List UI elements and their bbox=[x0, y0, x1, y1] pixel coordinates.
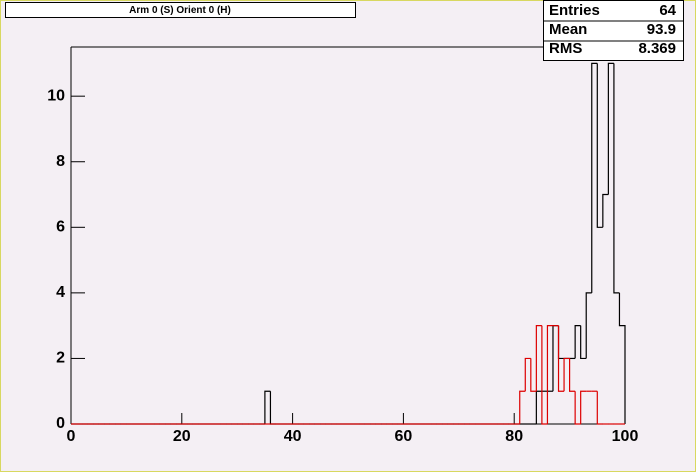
histogram-bin bbox=[574, 391, 581, 425]
x-tick-label: 40 bbox=[284, 428, 302, 445]
histogram-bin bbox=[530, 358, 537, 392]
y-tick-label: 10 bbox=[47, 87, 65, 104]
histogram-bin bbox=[519, 390, 526, 424]
stats-box bbox=[543, 0, 684, 61]
stats-value: 64 bbox=[659, 2, 676, 19]
histogram-bin bbox=[557, 325, 565, 392]
histogram-bin bbox=[264, 390, 271, 424]
y-tick-label: 8 bbox=[56, 153, 65, 170]
stats-label: RMS bbox=[549, 40, 582, 57]
x-tick-label: 80 bbox=[505, 428, 523, 445]
histogram-bin bbox=[596, 63, 603, 228]
x-tick-label: 20 bbox=[173, 428, 191, 445]
histogram-bin bbox=[585, 292, 592, 359]
stats-label: Mean bbox=[549, 21, 587, 38]
y-tick-label: 6 bbox=[56, 219, 65, 236]
histogram-bin bbox=[580, 325, 587, 360]
stats-label: Entries bbox=[549, 2, 600, 19]
x-tick-label: 60 bbox=[395, 428, 413, 445]
title-box bbox=[5, 2, 356, 18]
x-tick-label: 100 bbox=[612, 428, 639, 445]
histogram-bin bbox=[618, 292, 626, 424]
histogram-bin bbox=[580, 390, 587, 424]
histogram-bin bbox=[563, 357, 570, 392]
y-tick-label: 4 bbox=[56, 284, 65, 301]
histogram-bin bbox=[607, 62, 614, 195]
histogram-bin bbox=[596, 391, 603, 425]
histogram-bin bbox=[546, 325, 553, 424]
x-tick-label: 0 bbox=[67, 428, 76, 445]
histogram-bin bbox=[569, 358, 576, 392]
stats-value: 93.9 bbox=[647, 21, 676, 38]
y-tick-label: 0 bbox=[56, 415, 65, 432]
histogram-bin bbox=[524, 357, 531, 392]
histogram-bin bbox=[613, 63, 620, 294]
histogram-bin bbox=[541, 325, 548, 425]
chart-title: Arm 0 (S) Orient 0 (H) bbox=[129, 5, 231, 16]
histogram-bin bbox=[591, 62, 598, 293]
histogram-bin bbox=[535, 325, 542, 392]
stats-value: 8.369 bbox=[638, 40, 676, 57]
histogram-bin bbox=[574, 325, 581, 359]
histogram-bin bbox=[602, 193, 609, 228]
y-tick-label: 2 bbox=[56, 350, 65, 367]
